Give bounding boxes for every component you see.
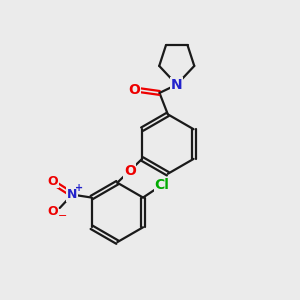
Text: N: N [67,188,77,201]
Text: O: O [129,83,140,97]
Text: −: − [58,211,68,221]
Text: O: O [47,205,58,218]
Text: N: N [171,78,183,92]
Text: Cl: Cl [154,178,169,192]
Text: +: + [75,183,83,193]
Text: O: O [124,164,136,178]
Text: O: O [48,175,58,188]
